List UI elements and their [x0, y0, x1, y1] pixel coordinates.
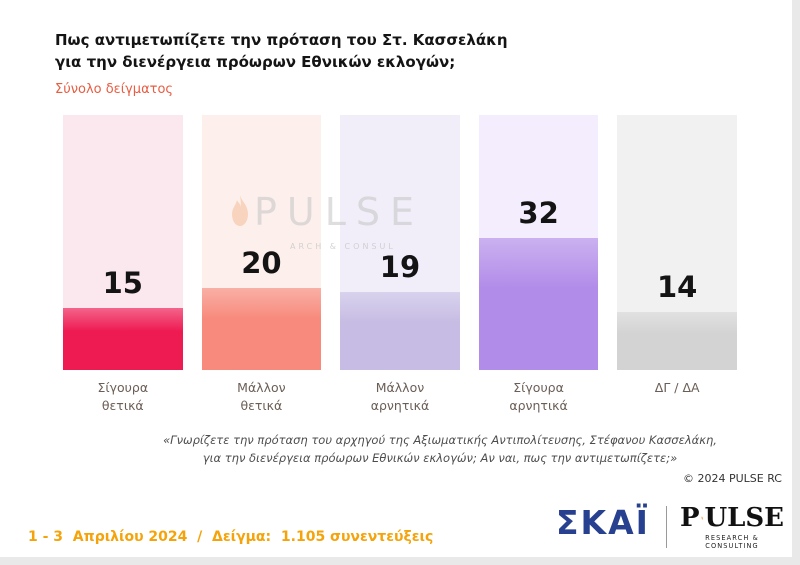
bar-value-label: 20 [241, 245, 282, 280]
pulse-logo-rest: ULSE [704, 503, 784, 533]
bar [63, 308, 183, 370]
pulse-logo-p: P [680, 503, 700, 533]
bar [340, 291, 460, 370]
page-subtitle: Σύνολο δείγματος [55, 82, 174, 97]
bar-category-label: Σίγουρα αρνητικά [509, 380, 568, 414]
bar-category-label: Μάλλον αρνητικά [370, 380, 430, 414]
bar-value-label: 14 [656, 270, 698, 305]
bar-value-label: 32 [518, 196, 559, 231]
page-title: Πως αντιμετωπίζετε την πρόταση του Στ. Κ… [55, 31, 508, 71]
bar-category-label: Μάλλον θετικά [237, 380, 286, 414]
bar [617, 312, 737, 370]
copyright: © 2024 PULSE RC [682, 472, 782, 485]
chart-column: 32 Σίγουρα αρνητικά [478, 115, 599, 413]
bar-category-label: ΔΓ / ΔΑ [654, 380, 700, 395]
chart-columns: 15 Σίγουρα θετικά 20 Μάλλον θετικά 19 Μάλλον … [63, 115, 737, 413]
pulse-waveform-icon [700, 516, 704, 520]
footnote: «Γνωρίζετε την πρόταση του αρχηγού της Α… [163, 433, 717, 465]
survey-info: 1 - 3 Απριλίου 2024 / Δείγμα: 1.105 συνε… [28, 529, 434, 545]
pulse-logo: P ULSE RESEARCH & CONSULTING [680, 505, 784, 550]
chart-column: 19 Μάλλον αρνητικά [340, 115, 460, 413]
skai-logo: ΣΚΑΪ [556, 503, 650, 542]
chart-column: 15 Σίγουρα θετικά [63, 115, 183, 413]
chart-column: 20 Μάλλον θετικά [201, 115, 322, 413]
logo-separator [666, 506, 667, 548]
pulse-logo-text: P ULSE [680, 505, 784, 531]
bar-category-label: Σίγουρα θετικά [97, 380, 149, 414]
bar-value-label: 15 [102, 266, 143, 301]
chart-column: 14 ΔΓ / ΔΑ [617, 115, 737, 395]
bar [201, 287, 322, 370]
bar-value-label: 19 [379, 249, 421, 284]
pulse-logo-subtext: RESEARCH & CONSULTING [705, 534, 759, 550]
bar [478, 238, 599, 370]
